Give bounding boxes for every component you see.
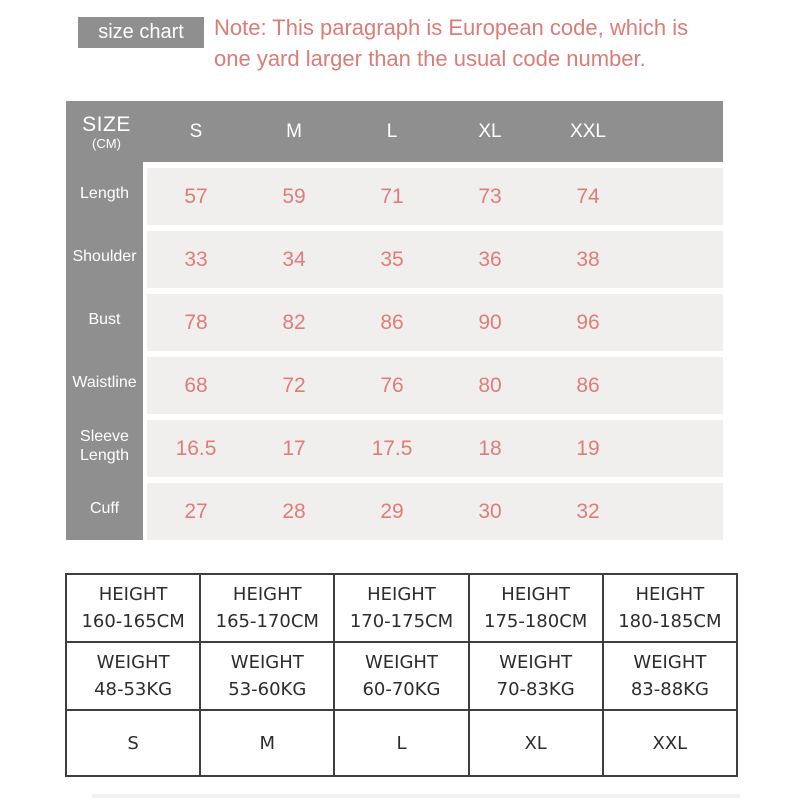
bust-xl: 90 — [478, 310, 502, 334]
height-value-xxl: 180-185CM — [618, 611, 722, 632]
watermark-bar — [92, 794, 740, 798]
shoulder-m: 34 — [282, 247, 306, 271]
size-cell-s: S — [64, 709, 202, 777]
height-label: HEIGHT — [98, 584, 168, 605]
weight-value-m: 53-60KG — [228, 679, 307, 700]
cuff-xxl: 32 — [576, 499, 600, 523]
length-l: 71 — [380, 184, 404, 208]
length-s: 57 — [184, 184, 208, 208]
table-row-sleeve-length: 16.5 17 17.5 18 19 — [147, 420, 723, 477]
row-label-waistline: Waistline — [72, 374, 137, 391]
shoulder-l: 35 — [380, 247, 404, 271]
size-title: SIZE — [82, 112, 131, 136]
size-table: SIZE (CM) S M L XL XXL Length Shoulder B… — [66, 101, 723, 540]
cuff-s: 27 — [184, 499, 208, 523]
size-cell-xl: XL — [467, 709, 604, 777]
height-value-xl: 175-180CM — [484, 611, 588, 632]
row-label-shoulder: Shoulder — [72, 248, 137, 265]
waistline-l: 76 — [380, 373, 404, 397]
weight-label: WEIGHT — [96, 652, 170, 673]
table-row-waistline: 68 72 76 80 86 — [147, 357, 723, 414]
table-row-weight: WEIGHT 48-53KG WEIGHT 53-60KG WEIGHT 60-… — [64, 641, 739, 711]
table-row-sizes: S M L XL XXL — [64, 709, 739, 777]
height-value-l: 170-175CM — [349, 611, 454, 632]
size-cell-xxl: XXL — [601, 709, 739, 777]
sleeve-xxl: 19 — [576, 436, 600, 460]
size-chart-badge: size chart — [78, 17, 204, 48]
weight-value-xl: 70-83KG — [496, 679, 575, 700]
weight-label: WEIGHT — [230, 652, 304, 673]
column-header-xxl: XXL — [570, 120, 606, 142]
row-label-length: Length — [80, 185, 129, 202]
height-label: HEIGHT — [635, 584, 705, 605]
sleeve-l: 17.5 — [371, 436, 413, 460]
height-cell-xxl: HEIGHT 180-185CM — [601, 573, 739, 643]
bust-l: 86 — [380, 310, 404, 334]
weight-cell-s: WEIGHT 48-53KG — [64, 641, 202, 711]
cuff-m: 28 — [282, 499, 306, 523]
cuff-l: 29 — [380, 499, 404, 523]
table-row-height: HEIGHT 160-165CM HEIGHT 165-170CM HEIGHT… — [64, 573, 739, 643]
size-table-rows: 57 59 71 73 74 33 34 35 36 38 78 82 86 9… — [147, 162, 723, 540]
weight-label: WEIGHT — [499, 652, 573, 673]
shoulder-xxl: 38 — [576, 247, 600, 271]
sleeve-m: 17 — [282, 436, 306, 460]
size-chart-badge-label: size chart — [98, 21, 184, 43]
height-label: HEIGHT — [501, 584, 570, 605]
height-cell-s: HEIGHT 160-165CM — [64, 573, 202, 643]
waistline-xl: 80 — [478, 373, 502, 397]
table-row-cuff: 27 28 29 30 32 — [147, 483, 723, 540]
height-label: HEIGHT — [367, 584, 436, 605]
cuff-xl: 30 — [478, 499, 502, 523]
european-code-note: Note: This paragraph is European code, w… — [214, 15, 689, 71]
shoulder-xl: 36 — [478, 247, 502, 271]
weight-value-xxl: 83-88KG — [630, 679, 709, 700]
size-table-label-column: Length Shoulder Bust Waistline Sleeve Le… — [66, 162, 143, 540]
length-xxl: 74 — [576, 184, 600, 208]
column-header-l: L — [386, 120, 398, 142]
length-xl: 73 — [478, 184, 502, 208]
height-weight-table: HEIGHT 160-165CM HEIGHT 165-170CM HEIGHT… — [64, 573, 739, 777]
size-cell-m: M — [199, 709, 336, 777]
waistline-s: 68 — [184, 373, 208, 397]
table-row-length: 57 59 71 73 74 — [147, 168, 723, 225]
weight-label: WEIGHT — [633, 652, 707, 673]
weight-value-l: 60-70KG — [362, 679, 441, 700]
bust-xxl: 96 — [576, 310, 600, 334]
waistline-m: 72 — [282, 373, 306, 397]
height-value-s: 160-165CM — [81, 611, 185, 632]
height-cell-l: HEIGHT 170-175CM — [333, 573, 470, 643]
table-row-bust: 78 82 86 90 96 — [147, 294, 723, 351]
column-header-s: S — [189, 120, 203, 142]
weight-cell-m: WEIGHT 53-60KG — [199, 641, 336, 711]
size-table-header: SIZE (CM) S M L XL XXL — [66, 101, 723, 162]
sleeve-s: 16.5 — [175, 436, 217, 460]
column-header-m: M — [286, 120, 302, 142]
size-table-body: Length Shoulder Bust Waistline Sleeve Le… — [66, 162, 723, 540]
length-m: 59 — [282, 184, 306, 208]
bust-s: 78 — [184, 310, 208, 334]
weight-cell-xxl: WEIGHT 83-88KG — [601, 641, 739, 711]
row-label-bust: Bust — [88, 311, 121, 328]
sleeve-xl: 18 — [478, 436, 502, 460]
height-cell-m: HEIGHT 165-170CM — [199, 573, 336, 643]
weight-cell-l: WEIGHT 60-70KG — [333, 641, 470, 711]
weight-cell-xl: WEIGHT 70-83KG — [467, 641, 604, 711]
row-label-sleeve-length: Sleeve Length — [80, 427, 129, 464]
shoulder-s: 33 — [184, 247, 208, 271]
height-label: HEIGHT — [232, 584, 302, 605]
row-label-cuff: Cuff — [89, 500, 120, 517]
bust-m: 82 — [282, 310, 306, 334]
weight-value-s: 48-53KG — [94, 679, 173, 700]
waistline-xxl: 86 — [576, 373, 600, 397]
size-unit: (CM) — [92, 135, 121, 151]
size-table-corner: SIZE (CM) — [66, 113, 147, 151]
column-header-xl: XL — [478, 120, 502, 142]
height-value-m: 165-170CM — [215, 611, 319, 632]
size-cell-l: L — [333, 709, 470, 777]
height-cell-xl: HEIGHT 175-180CM — [467, 573, 604, 643]
weight-label: WEIGHT — [364, 652, 438, 673]
table-row-shoulder: 33 34 35 36 38 — [147, 231, 723, 288]
